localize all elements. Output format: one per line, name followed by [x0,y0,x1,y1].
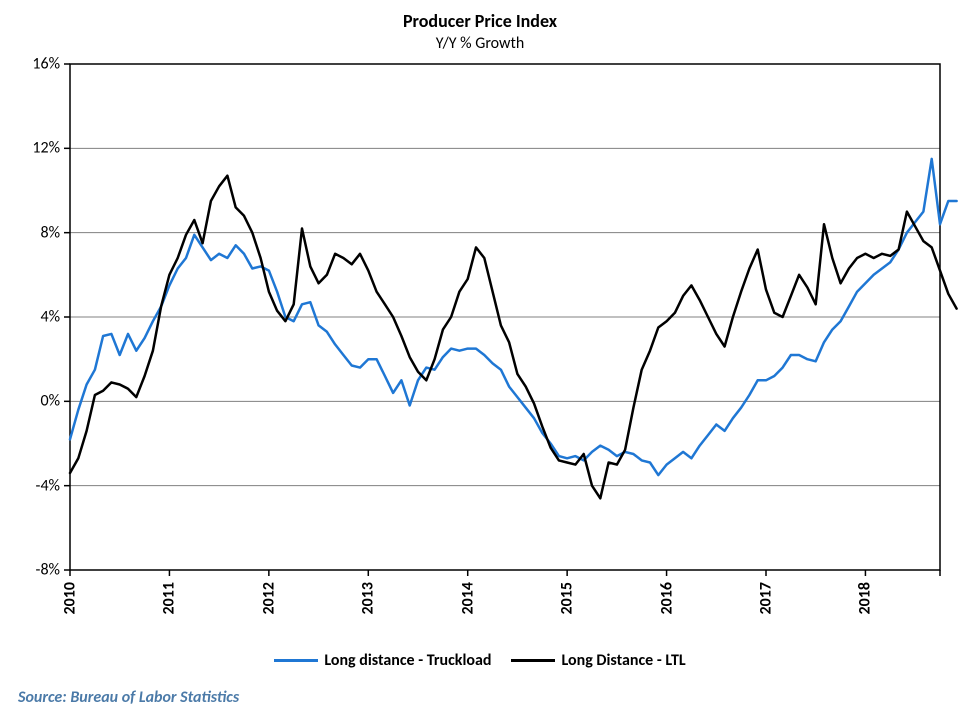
chart-container: Producer Price Index Y/Y % Growth -8%-4%… [0,0,960,720]
legend-label: Long distance - Truckload [324,651,491,670]
x-tick-label: 2014 [458,582,477,614]
legend-line-icon [274,659,318,662]
legend-item: Long distance - Truckload [274,651,491,670]
x-tick-label: 2012 [259,582,278,614]
y-tick-label: -4% [10,476,60,495]
source-text: Source: Bureau of Labor Statistics [18,688,239,707]
x-tick-label: 2017 [757,582,776,614]
y-tick-label: 4% [10,308,60,327]
x-tick-label: 2018 [856,582,875,614]
y-tick-label: 12% [10,139,60,158]
y-tick-label: 8% [10,223,60,242]
legend-line-icon [511,659,555,662]
legend-item: Long Distance - LTL [511,651,685,670]
x-tick-label: 2013 [359,582,378,614]
legend: Long distance - Truckload Long Distance -… [0,648,960,670]
y-tick-label: 16% [10,55,60,74]
x-tick-label: 2015 [558,582,577,614]
y-tick-label: -8% [10,561,60,580]
x-tick-label: 2010 [61,582,80,614]
legend-label: Long Distance - LTL [561,651,685,670]
x-tick-label: 2011 [160,582,179,614]
plot-area [0,0,960,720]
x-tick-label: 2016 [657,582,676,614]
y-tick-label: 0% [10,392,60,411]
